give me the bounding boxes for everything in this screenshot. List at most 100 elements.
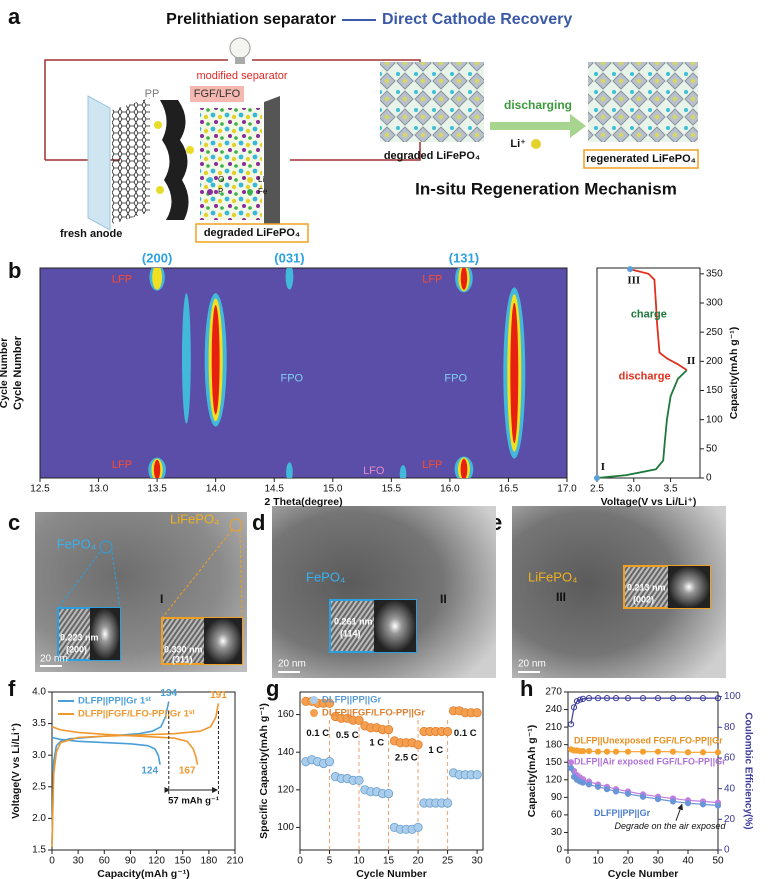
point-label: I (601, 461, 605, 473)
tem-image (272, 506, 496, 678)
y-tick-label: 100 (277, 822, 294, 833)
y-tick-label: 2.0 (32, 813, 46, 824)
panel-letter: c (8, 510, 20, 535)
x-tick-label: 0 (565, 856, 571, 867)
x-tick-label: 17.0 (557, 484, 577, 495)
x-axis-title: 2 Theta(degree) (264, 496, 342, 508)
y-axis-title: Specific Capacity(mAh g⁻¹) (258, 703, 270, 839)
point (567, 764, 575, 772)
y-tick-label: 350 (706, 268, 723, 279)
point (324, 698, 335, 708)
plane-label: (131) (449, 250, 479, 265)
y2-tick-label: 40 (724, 783, 736, 794)
y-tick-label: 90 (551, 792, 563, 803)
x-tick-label: 2.5 (590, 484, 604, 495)
peak (181, 293, 191, 424)
point-label: II (687, 355, 696, 367)
capacity-label: 134 (160, 688, 177, 699)
plot-frame (596, 267, 701, 479)
x-tick-label: 30 (73, 856, 85, 867)
legend-label: DLFP||PP||Gr (322, 695, 381, 706)
scale-bar: 20 nm (518, 659, 546, 670)
phase-label: LFP (112, 274, 132, 286)
li-ion (531, 139, 541, 149)
x-tick-label: 13.0 (89, 484, 109, 495)
data-line (629, 268, 688, 371)
y2-tick-label: 80 (724, 722, 736, 733)
legend-label: DLFP||FGF/LFO-PP||Gr (322, 708, 425, 719)
y-tick-label: 210 (545, 722, 562, 733)
gap-label: 57 mAh g⁻¹ (168, 795, 219, 806)
y-tick-label: 2.5 (32, 781, 46, 792)
data-line (51, 736, 161, 765)
li-ion (156, 186, 164, 194)
y-axis-title: Capacity(mAh g⁻¹) (526, 725, 538, 817)
fringe-spacing: 0.330 nm (164, 644, 203, 654)
data-line (570, 697, 718, 725)
schematic-title: Direct Cathode Recovery (382, 11, 572, 28)
x-tick-label: 3.0 (627, 484, 641, 495)
fringe-spacing: 0.261 nm (334, 616, 373, 626)
x-tick-label: 25 (442, 856, 454, 867)
label: PP (145, 88, 160, 100)
peak-max (211, 305, 220, 415)
rate-label: 0.1 C (306, 728, 329, 739)
anode-foil (87, 95, 111, 231)
plane-label: (031) (274, 250, 304, 265)
phase-label: LFP (112, 459, 132, 471)
label-box (583, 149, 699, 169)
series-label: DLFP||Unexposed FGF/LFO-PP||Gr (574, 736, 723, 746)
y-axis-title: Voltage(V vs Li/Li⁺) (10, 723, 22, 819)
fringe-plane: (311) (172, 654, 193, 664)
phase-label: FePO₄ (306, 569, 345, 584)
y-tick-label: 120 (545, 774, 562, 785)
y-axis-title: Cycle Number (0, 338, 10, 409)
x-tick-label: 90 (125, 856, 137, 867)
panel-letter: f (8, 676, 16, 701)
scale-bar: 20 nm (278, 659, 306, 670)
x-tick-label: 14.0 (206, 484, 226, 495)
point (324, 756, 335, 767)
plot-frame (567, 691, 719, 851)
phase-label: LFP (422, 459, 442, 471)
mechanism-title: In-situ Regeneration Mechanism (415, 179, 677, 198)
y-tick-label: 1.5 (32, 845, 46, 856)
panel-letter: g (266, 676, 279, 701)
x-tick-label: 150 (174, 856, 191, 867)
capacity-label: 191 (210, 690, 227, 701)
region-mark: III (556, 590, 566, 604)
y-axis-title: Cycle Number (12, 335, 24, 410)
data-line (570, 767, 719, 807)
plot-frame (299, 691, 484, 851)
y-tick-label: 240 (545, 704, 562, 715)
y-tick-label: 50 (706, 443, 718, 454)
point (442, 726, 453, 737)
x-tick-label: 15.5 (382, 484, 402, 495)
y-tick-label: 0 (556, 845, 562, 856)
plane-label: (200) (142, 250, 172, 265)
rate-label: 2.5 C (395, 752, 418, 763)
peak (286, 462, 293, 478)
label: degraded LiFePO₄ (384, 150, 480, 162)
y-tick-label: 3.5 (32, 718, 46, 729)
x-tick-label: 30 (652, 856, 664, 867)
x-tick-label: 10 (592, 856, 604, 867)
region-mark: I (160, 592, 163, 606)
y2-axis-title: Coulombic Efficiency(%) (742, 712, 753, 829)
label: modified separator (196, 70, 287, 82)
series-label: discharge (619, 371, 671, 383)
y2-tick-label: 20 (724, 814, 736, 825)
legend-swatch (310, 709, 318, 717)
atom-label: Li (258, 175, 264, 184)
rate-label: 0.1 C (454, 728, 477, 739)
li-ion (186, 146, 194, 154)
capacity-label: 167 (179, 766, 196, 777)
label: degraded LiFePO₄ (204, 227, 300, 239)
current-collector (264, 96, 280, 232)
x-tick-label: 5 (327, 856, 333, 867)
legend-label: DLFP||FGF/LFO-PP||Gr 1ˢᵗ (78, 709, 195, 720)
x-tick-label: 3.5 (664, 484, 678, 495)
capacity-label: 124 (141, 766, 158, 777)
fringe-plane: (002) (633, 594, 654, 604)
x-axis-title: Cycle Number (608, 868, 679, 879)
